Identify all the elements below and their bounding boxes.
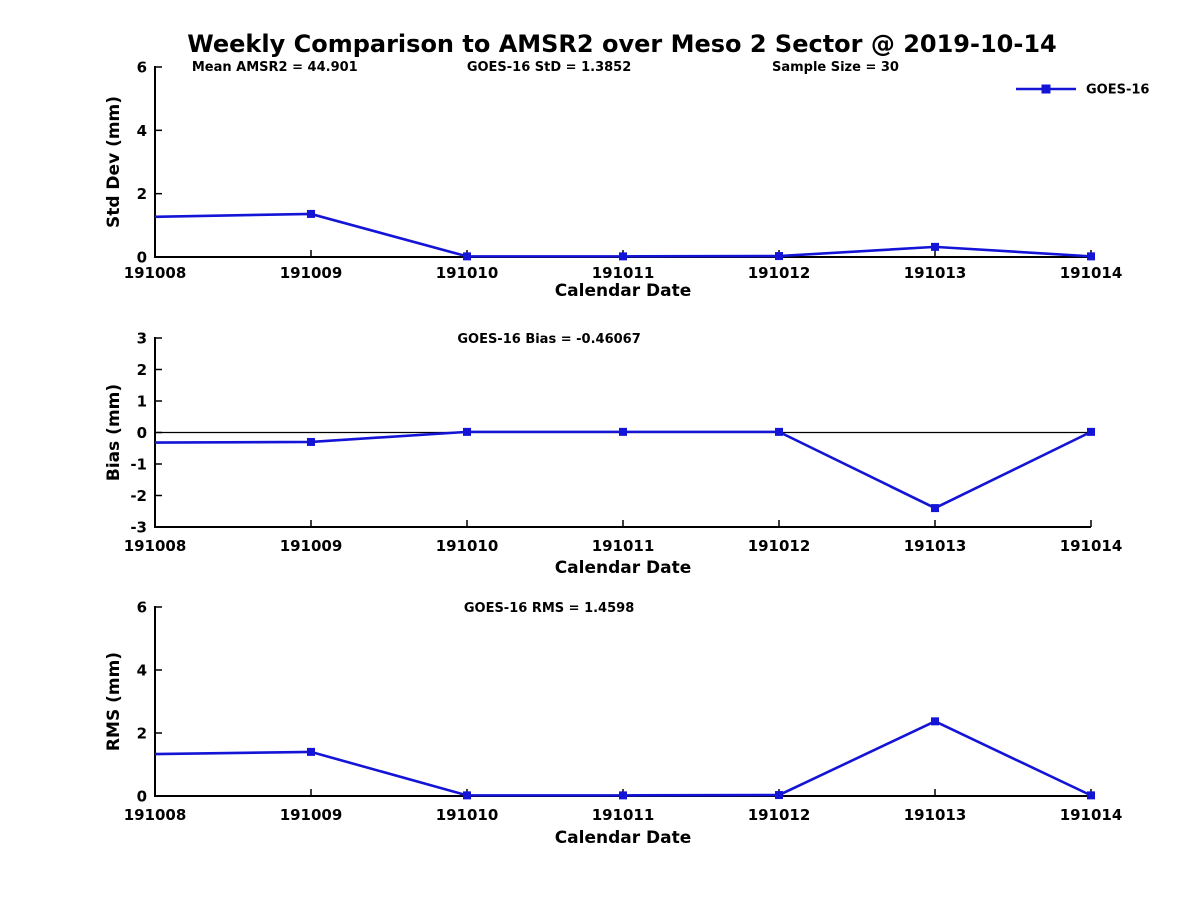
y-tick-label: 0	[137, 788, 147, 806]
legend-label: GOES-16	[1086, 83, 1149, 98]
x-tick-label: 191008	[124, 537, 187, 555]
x-tick-label: 191010	[436, 806, 499, 824]
x-tick-label: 191009	[280, 537, 343, 555]
x-tick-label: 191014	[1060, 537, 1123, 555]
x-tick-label: 191013	[904, 806, 967, 824]
annotation: Sample Size = 30	[772, 60, 899, 75]
y-tick-label: -1	[130, 456, 147, 474]
legend-marker	[1041, 84, 1051, 94]
x-tick-label: 191010	[436, 537, 499, 555]
data-point-marker	[463, 791, 471, 800]
x-axis-label: Calendar Date	[555, 558, 692, 578]
x-tick-label: 191009	[280, 264, 343, 282]
data-point-marker	[307, 209, 315, 218]
data-point-marker	[775, 252, 783, 261]
y-tick-label: 4	[137, 122, 147, 140]
y-tick-label: 1	[137, 393, 147, 411]
page-title: Weekly Comparison to AMSR2 over Meso 2 S…	[187, 30, 1057, 58]
y-axis-label: Bias (mm)	[104, 384, 124, 481]
x-tick-label: 191011	[592, 806, 655, 824]
x-tick-label: 191011	[592, 537, 655, 555]
x-tick-label: 191008	[124, 264, 187, 282]
data-point-marker	[619, 791, 627, 800]
y-tick-label: 2	[137, 725, 147, 743]
x-tick-label: 191009	[280, 806, 343, 824]
y-tick-label: 2	[137, 185, 147, 203]
data-point-marker	[619, 427, 627, 436]
x-tick-label: 191011	[592, 264, 655, 282]
y-tick-label: 4	[137, 662, 147, 680]
annotation: GOES-16 RMS = 1.4598	[464, 601, 634, 616]
y-tick-label: 0	[137, 249, 147, 267]
data-point-marker	[775, 791, 783, 800]
x-tick-label: 191013	[904, 537, 967, 555]
y-tick-label: 2	[137, 361, 147, 379]
data-point-marker	[931, 242, 939, 251]
x-tick-label: 191012	[748, 806, 811, 824]
y-tick-label: 6	[137, 59, 147, 77]
x-tick-label: 191012	[748, 264, 811, 282]
x-tick-label: 191014	[1060, 806, 1123, 824]
x-tick-label: 191013	[904, 264, 967, 282]
x-tick-label: 191010	[436, 264, 499, 282]
data-point-marker	[1087, 252, 1095, 261]
y-axis-label: RMS (mm)	[104, 652, 124, 751]
data-point-marker	[463, 252, 471, 261]
data-point-marker	[931, 717, 939, 726]
y-tick-label: -3	[130, 519, 147, 537]
y-tick-label: 6	[137, 599, 147, 617]
data-point-marker	[307, 437, 315, 446]
data-point-marker	[931, 504, 939, 513]
annotation: GOES-16 StD = 1.3852	[467, 60, 631, 75]
x-tick-label: 191012	[748, 537, 811, 555]
data-point-marker	[307, 747, 315, 756]
y-tick-label: -2	[130, 487, 147, 505]
y-tick-label: 0	[137, 424, 147, 442]
x-axis-label: Calendar Date	[555, 281, 692, 301]
data-line	[154, 430, 1092, 510]
x-axis-label: Calendar Date	[555, 828, 692, 848]
y-tick-label: 3	[137, 330, 147, 348]
x-tick-label: 191014	[1060, 264, 1123, 282]
data-point-marker	[1087, 427, 1095, 436]
data-line	[154, 719, 1092, 797]
annotation: Mean AMSR2 = 44.901	[192, 60, 358, 75]
data-point-marker	[1087, 791, 1095, 800]
data-point-marker	[463, 427, 471, 436]
data-point-marker	[619, 252, 627, 261]
x-tick-label: 191008	[124, 806, 187, 824]
annotation: GOES-16 Bias = -0.46067	[457, 332, 640, 347]
y-axis-label: Std Dev (mm)	[104, 96, 124, 228]
data-point-marker	[775, 427, 783, 436]
